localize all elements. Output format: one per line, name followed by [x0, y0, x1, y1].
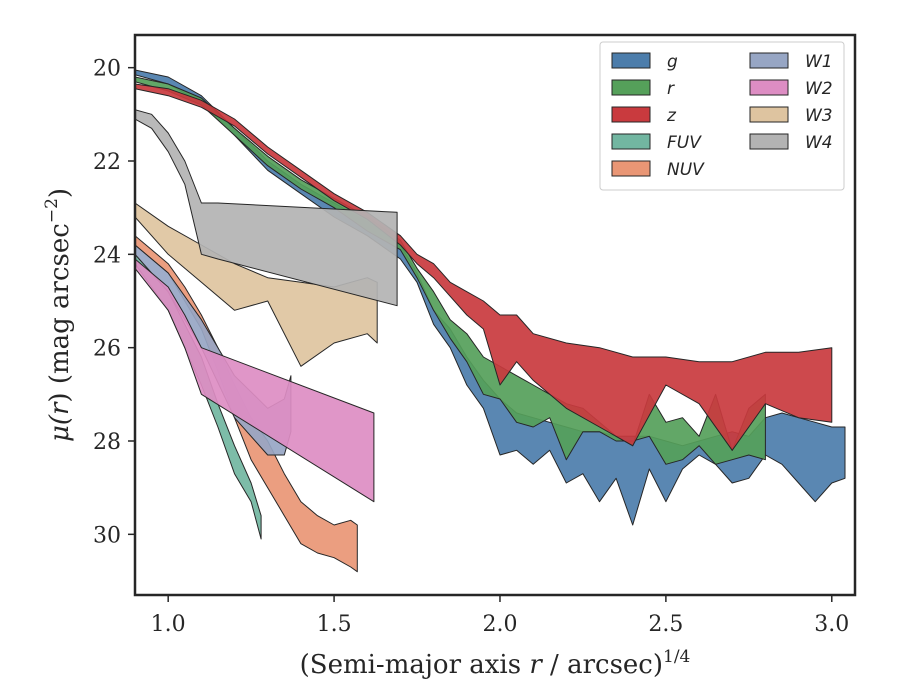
legend-swatch-r — [611, 79, 651, 96]
y-tick-label: 28 — [93, 430, 121, 455]
legend-box — [599, 41, 845, 191]
plot-frame — [133, 33, 857, 597]
band-w2 — [135, 258, 375, 503]
y-tick-label: 20 — [93, 57, 121, 82]
legend-swatch-fuv — [611, 133, 651, 150]
x-axis: 1.0 1.5 2.0 2.5 3.0 — [151, 595, 849, 637]
legend-label-w4: W4 — [805, 133, 833, 153]
legend-swatch-z — [611, 106, 651, 123]
x-tick-label: 3.0 — [814, 612, 849, 637]
y-tick-label: 22 — [93, 150, 121, 175]
x-tick-label: 1.0 — [151, 612, 186, 637]
legend-label-fuv: FUV — [667, 133, 702, 153]
band-r — [135, 76, 766, 465]
legend-swatch-g — [611, 52, 651, 69]
x-tick-label: 1.5 — [317, 612, 352, 637]
y-tick-label: 24 — [93, 243, 121, 268]
legend-label-w2: W2 — [805, 79, 833, 99]
legend-label-w1: W1 — [805, 52, 833, 72]
x-axis-label: (Semi-major axis r / arcsec)1/4 — [300, 647, 691, 680]
legend-label-r: r — [667, 79, 675, 99]
x-tick-label: 2.0 — [482, 612, 517, 637]
legend-label-g: g — [667, 52, 678, 72]
legend-items: grz FUV NUV W1 W2 W3 W4 — [611, 52, 833, 180]
y-tick-label: 30 — [93, 523, 121, 548]
legend-swatch-w1 — [749, 52, 789, 69]
legend-swatch-w4 — [749, 133, 789, 150]
legend-swatch-w3 — [749, 106, 789, 123]
y-axis: 20 22 24 26 28 30 — [93, 57, 135, 548]
legend-label-z: z — [666, 106, 677, 126]
x-tick-label: 2.5 — [648, 612, 683, 637]
legend-label-w3: W3 — [805, 106, 833, 126]
legend-label-nuv: NUV — [667, 160, 705, 180]
band-w4 — [135, 109, 398, 307]
y-tick-label: 26 — [93, 337, 121, 362]
legend-swatch-w2 — [749, 79, 789, 96]
bands-layer — [135, 69, 846, 573]
legend-swatch-nuv — [611, 160, 651, 177]
legend: grz FUV NUV W1 W2 W3 W4 — [599, 41, 845, 191]
y-axis-label: μ(r) (mag arcsec−2) — [42, 188, 75, 442]
